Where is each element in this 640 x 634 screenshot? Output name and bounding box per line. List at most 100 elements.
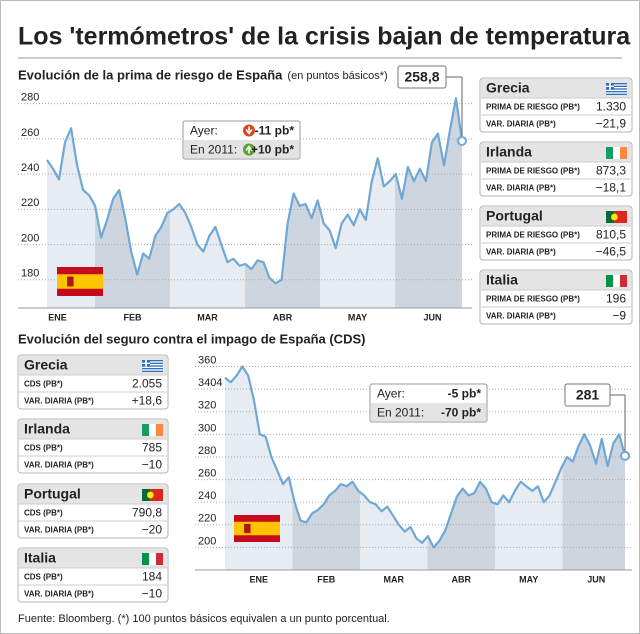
panel-row-value: −18,1 [596,181,627,195]
chart-title: Evolución del seguro contra el impago de… [18,331,365,346]
panel-row-label: PRIMA DE RIESGO (PB*) [486,231,580,240]
flag-cross [606,85,614,87]
y-tick-label: 300 [198,422,216,434]
x-tick-label: MAY [519,574,538,584]
flag [606,147,613,159]
annotation-row-bg [184,140,299,158]
panel-row-label: VAR. DIARIA (PB*) [486,184,556,193]
y-tick-label: 240 [21,162,39,174]
last-point [457,135,467,146]
flag-stripe [142,366,163,368]
panel-row-label: CDS (PB*) [24,509,63,518]
chart-subtitle: (en puntos básicos*) [287,70,387,82]
annotation-arrow [245,145,253,154]
y-tick-label: 260 [21,127,39,139]
panel-row-label: PRIMA DE RIESGO (PB*) [486,167,580,176]
y-tick-label: 320 [198,400,216,412]
panel-header [19,356,167,375]
panel-row-value: +18,6 [132,394,163,408]
flag [606,211,615,223]
line [46,97,464,285]
panel-header [19,420,167,439]
value-label: 281 [576,387,600,403]
panel-row-label: PRIMA DE RIESGO (PB*) [486,295,580,304]
flag-cross [142,362,150,364]
flag-stripe [142,369,163,371]
flag-stripe [142,361,163,363]
flag-stripe [234,521,280,536]
panel-row-label: VAR. DIARIA (PB*) [24,590,94,599]
y-tick-label: 240 [198,490,216,502]
panel-row-value: 196 [606,292,626,306]
annotation-value: -70 pb* [441,406,481,420]
y-tick-label: 200 [198,535,216,547]
flag-emblem [147,491,154,499]
last-point [620,450,630,461]
panel-row-label: PRIMA DE RIESGO (PB*) [486,103,580,112]
panel-header [481,271,631,290]
y-tick-label: 280 [21,92,39,104]
panel-row-value: −46,5 [596,245,627,259]
y-tick-label: 3404 [198,377,222,389]
panel-row-value: 873,3 [596,164,626,178]
y-tick-label: 200 [21,232,39,244]
flag [149,424,156,436]
annotation-arrow [245,126,253,135]
x-tick-label: FEB [124,312,143,322]
panel-header [481,143,631,162]
x-tick-label: ENE [249,574,268,584]
panel-row-value: −10 [142,458,163,472]
source: Fuente: Bloomberg. (*) 100 puntos básico… [18,613,390,625]
annotation-value: -11 pb* [255,124,295,138]
panel-country: Irlanda [24,421,70,437]
value-label-box [564,383,611,407]
panel-country: Portugal [486,208,543,224]
flag-emblem [244,523,251,534]
flag [149,553,156,565]
panel-header [19,485,167,504]
panel-row-label: VAR. DIARIA (PB*) [24,526,94,535]
panel-country: Irlanda [486,144,532,160]
main-title: Los 'termómetros' de la crisis bajan de … [18,23,631,51]
panel-row-value: −21,9 [596,117,627,131]
panel-header [19,549,167,568]
y-tick-label: 360 [198,354,216,366]
value-label: 258,8 [404,69,439,85]
flag [142,553,149,565]
panel-row-value: 184 [142,570,162,584]
flag-stripe [606,89,627,91]
panel-row-value: 790,8 [132,506,162,520]
flag [142,424,149,436]
flag [156,424,163,436]
panel-row-label: VAR. DIARIA (PB*) [486,120,556,129]
x-tick-label: JUN [423,312,441,322]
flag [613,275,620,287]
panel-row-value: 1.330 [596,100,626,114]
panel-country: Grecia [486,80,530,96]
panel-country: Italia [486,272,518,288]
flag [606,275,613,287]
y-tick-label: 280 [198,445,216,457]
flag [620,275,627,287]
y-tick-label: 220 [21,197,39,209]
y-tick-label: 260 [198,467,216,479]
flag-stripe [606,87,627,89]
panel-header [481,79,631,98]
flag [156,553,163,565]
flag [142,489,151,501]
panel-row-value: −10 [142,587,163,601]
x-tick-label: MAY [348,312,367,322]
flag-stripe [142,364,163,366]
value-label-box [397,65,447,89]
x-tick-label: FEB [317,574,336,584]
x-tick-label: MAR [197,312,218,322]
panel-row-label: VAR. DIARIA (PB*) [24,461,94,470]
flag-emblem [67,276,74,287]
flag-emblem [611,213,618,221]
panel-country: Grecia [24,357,68,373]
flag-stripe [57,274,103,289]
chart-title: Evolución de la prima de riesgo de Españ… [18,67,283,82]
y-tick-label: 220 [198,513,216,525]
flag [620,147,627,159]
